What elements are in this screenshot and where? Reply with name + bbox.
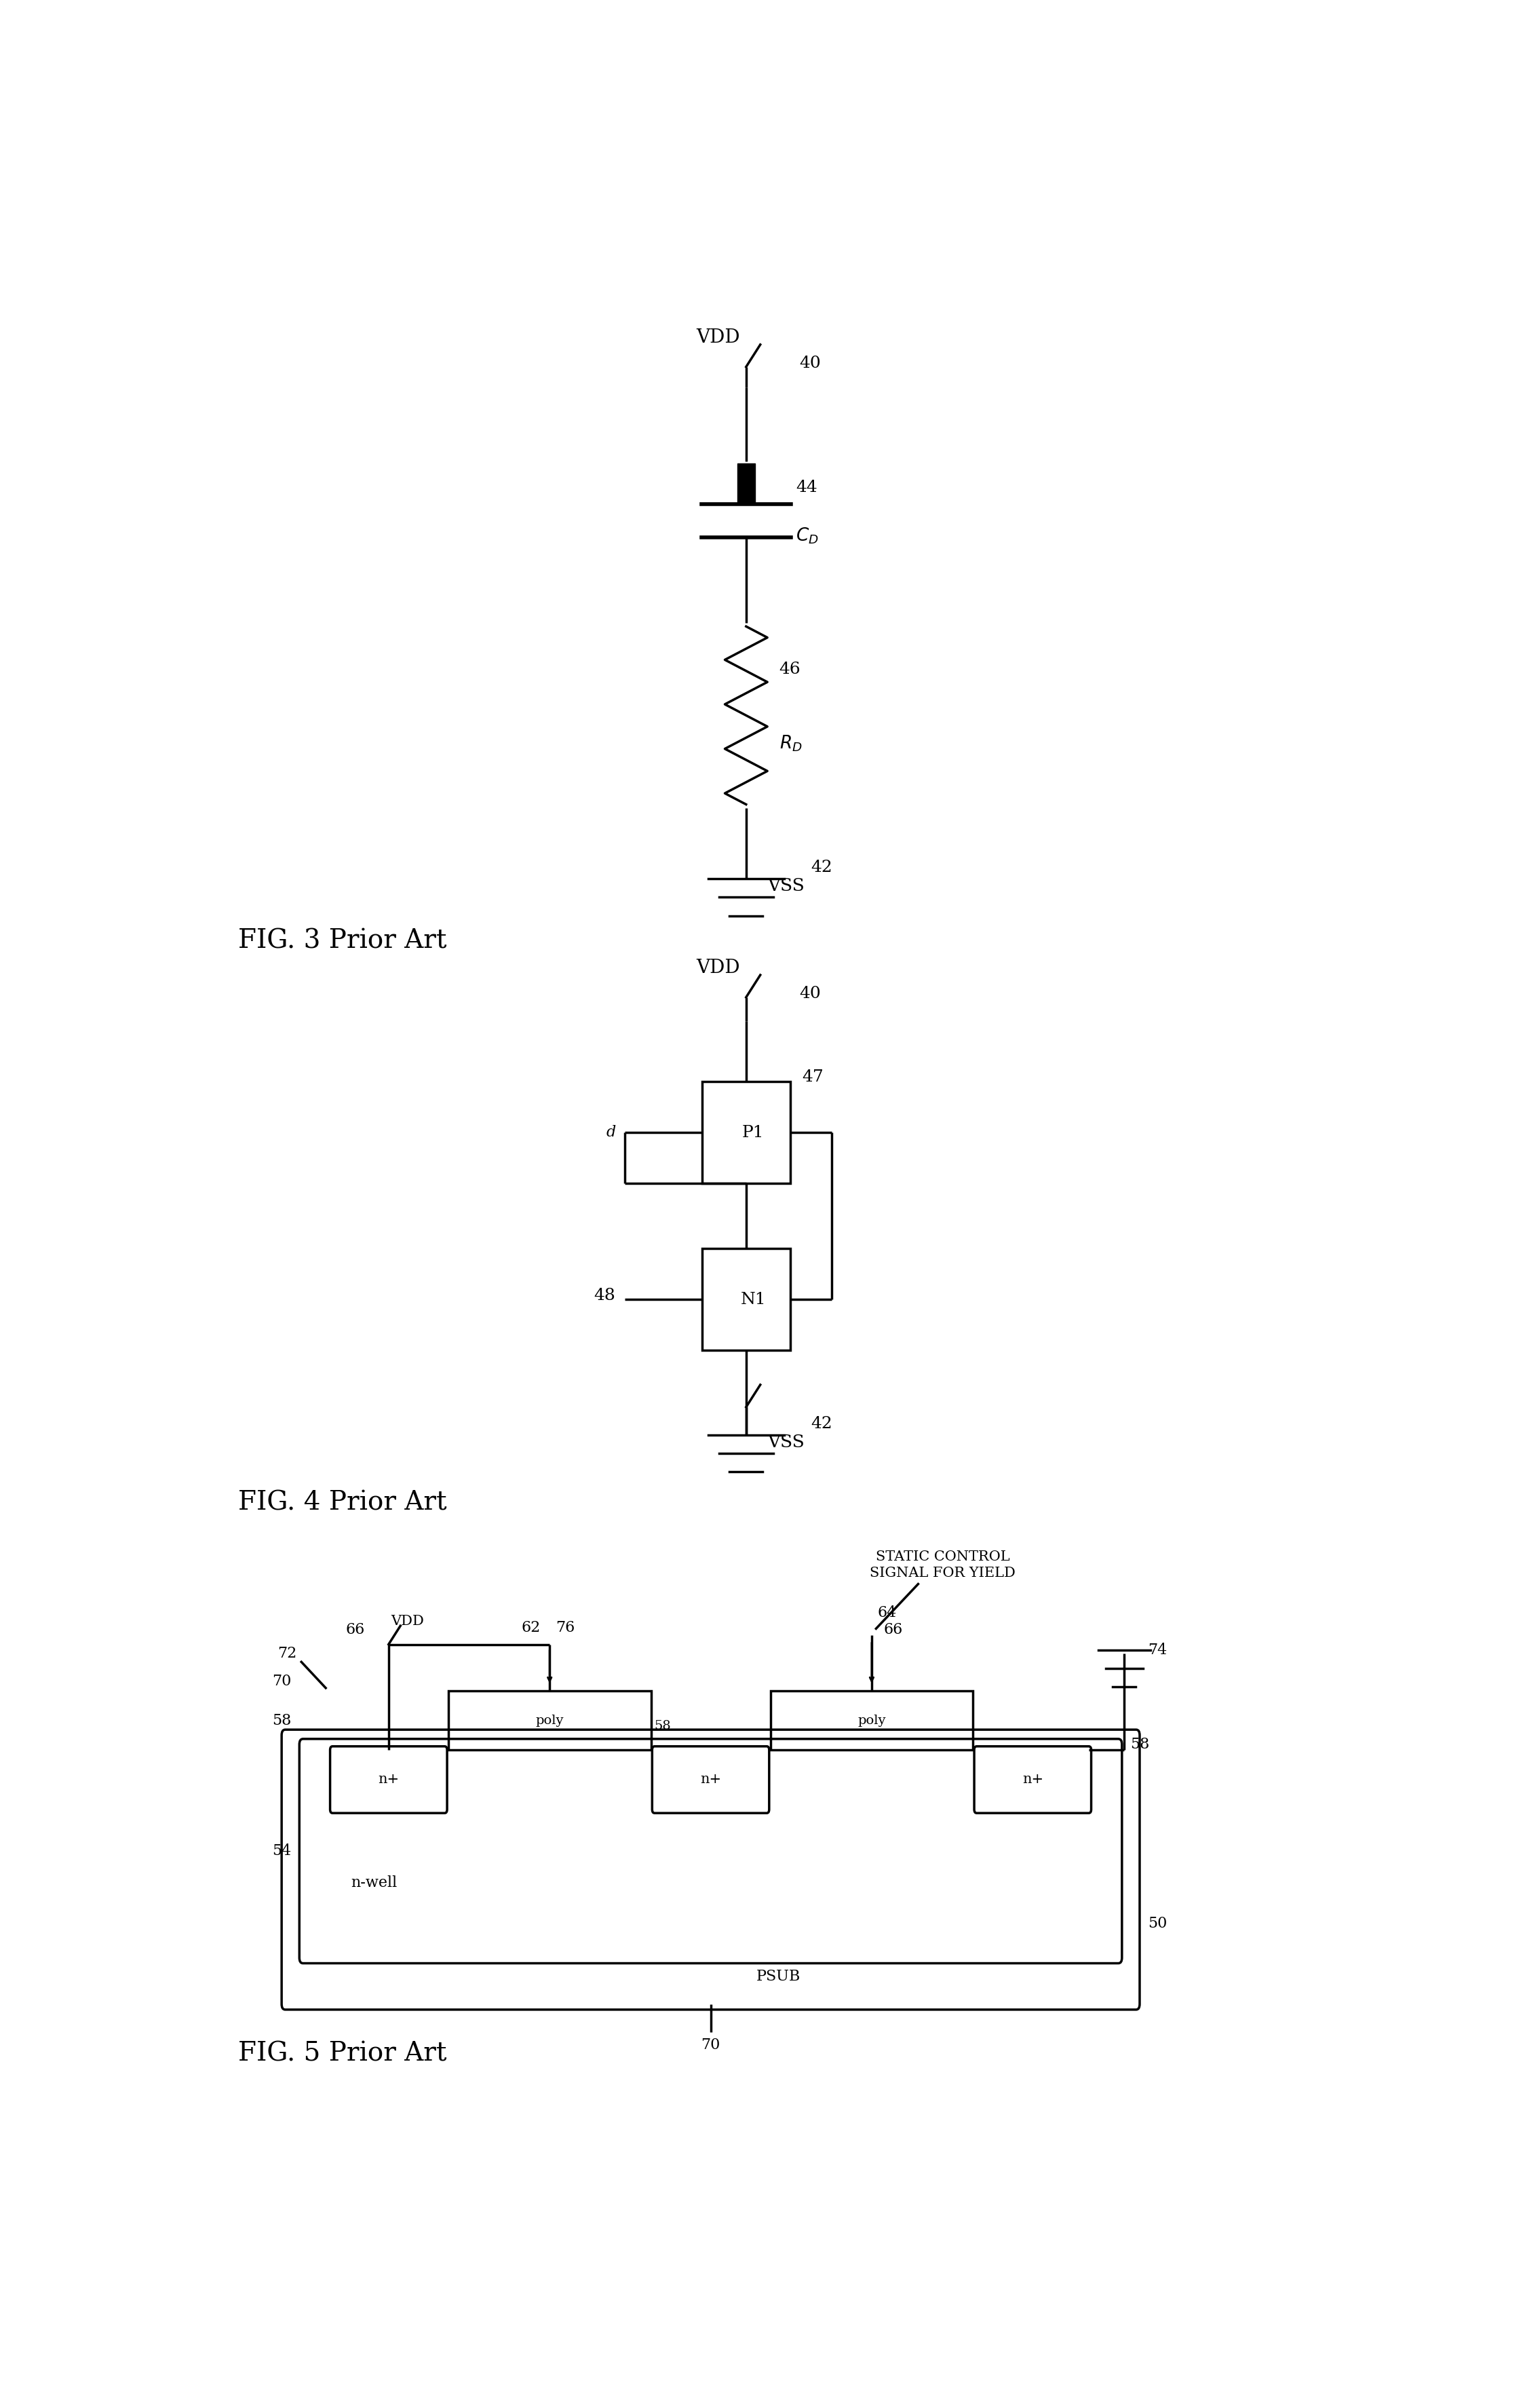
Text: 66: 66 [883,1623,903,1637]
Text: 62: 62 [522,1621,540,1635]
Text: VDD: VDD [390,1616,424,1628]
Text: VSS: VSS [767,1433,805,1450]
Bar [737,462,755,503]
Text: VSS: VSS [767,877,805,893]
Text: n+: n+ [378,1772,400,1787]
Text: N1: N1 [741,1291,766,1308]
Text: $C_D$: $C_D$ [796,525,819,544]
Text: 70: 70 [702,2037,720,2052]
Text: STATIC CONTROL
SIGNAL FOR YIELD: STATIC CONTROL SIGNAL FOR YIELD [869,1551,1016,1580]
Bar [448,1690,651,1751]
Text: 47: 47 [802,1069,824,1084]
Text: 42: 42 [811,860,833,874]
Text: 40: 40 [799,985,820,1002]
Text: 74: 74 [1148,1642,1167,1657]
Text: n-well: n-well [351,1876,397,1890]
Text: 58: 58 [1130,1736,1150,1753]
Text: 72: 72 [278,1647,297,1662]
Text: 66: 66 [346,1623,364,1637]
Text: FIG. 5 Prior Art: FIG. 5 Prior Art [238,2042,447,2066]
Text: VDD: VDD [697,327,740,347]
Text: 42: 42 [811,1416,833,1430]
Text: n+: n+ [1022,1772,1043,1787]
Bar [702,1247,790,1351]
Text: FIG. 4 Prior Art: FIG. 4 Prior Art [238,1491,447,1515]
Text: P1: P1 [743,1125,764,1141]
Text: 58: 58 [654,1719,671,1731]
Text: 64: 64 [877,1606,897,1621]
Text: 44: 44 [796,479,817,496]
Text: 54: 54 [271,1845,291,1859]
Text: 58: 58 [271,1712,291,1729]
Text: d: d [605,1125,616,1139]
Text: 76: 76 [555,1621,575,1635]
Bar [702,1081,790,1185]
Text: 48: 48 [593,1288,616,1303]
Text: poly: poly [857,1714,886,1727]
Text: 70: 70 [271,1674,291,1688]
Text: 50: 50 [1148,1917,1167,1931]
Text: $R_D$: $R_D$ [779,734,802,754]
Bar [770,1690,973,1751]
Text: FIG. 3 Prior Art: FIG. 3 Prior Art [238,929,447,954]
Text: poly: poly [535,1714,564,1727]
Text: n+: n+ [700,1772,721,1787]
Text: PSUB: PSUB [756,1970,801,1984]
Text: 40: 40 [799,356,820,371]
Text: VDD: VDD [697,958,740,978]
Text: 46: 46 [779,662,801,677]
